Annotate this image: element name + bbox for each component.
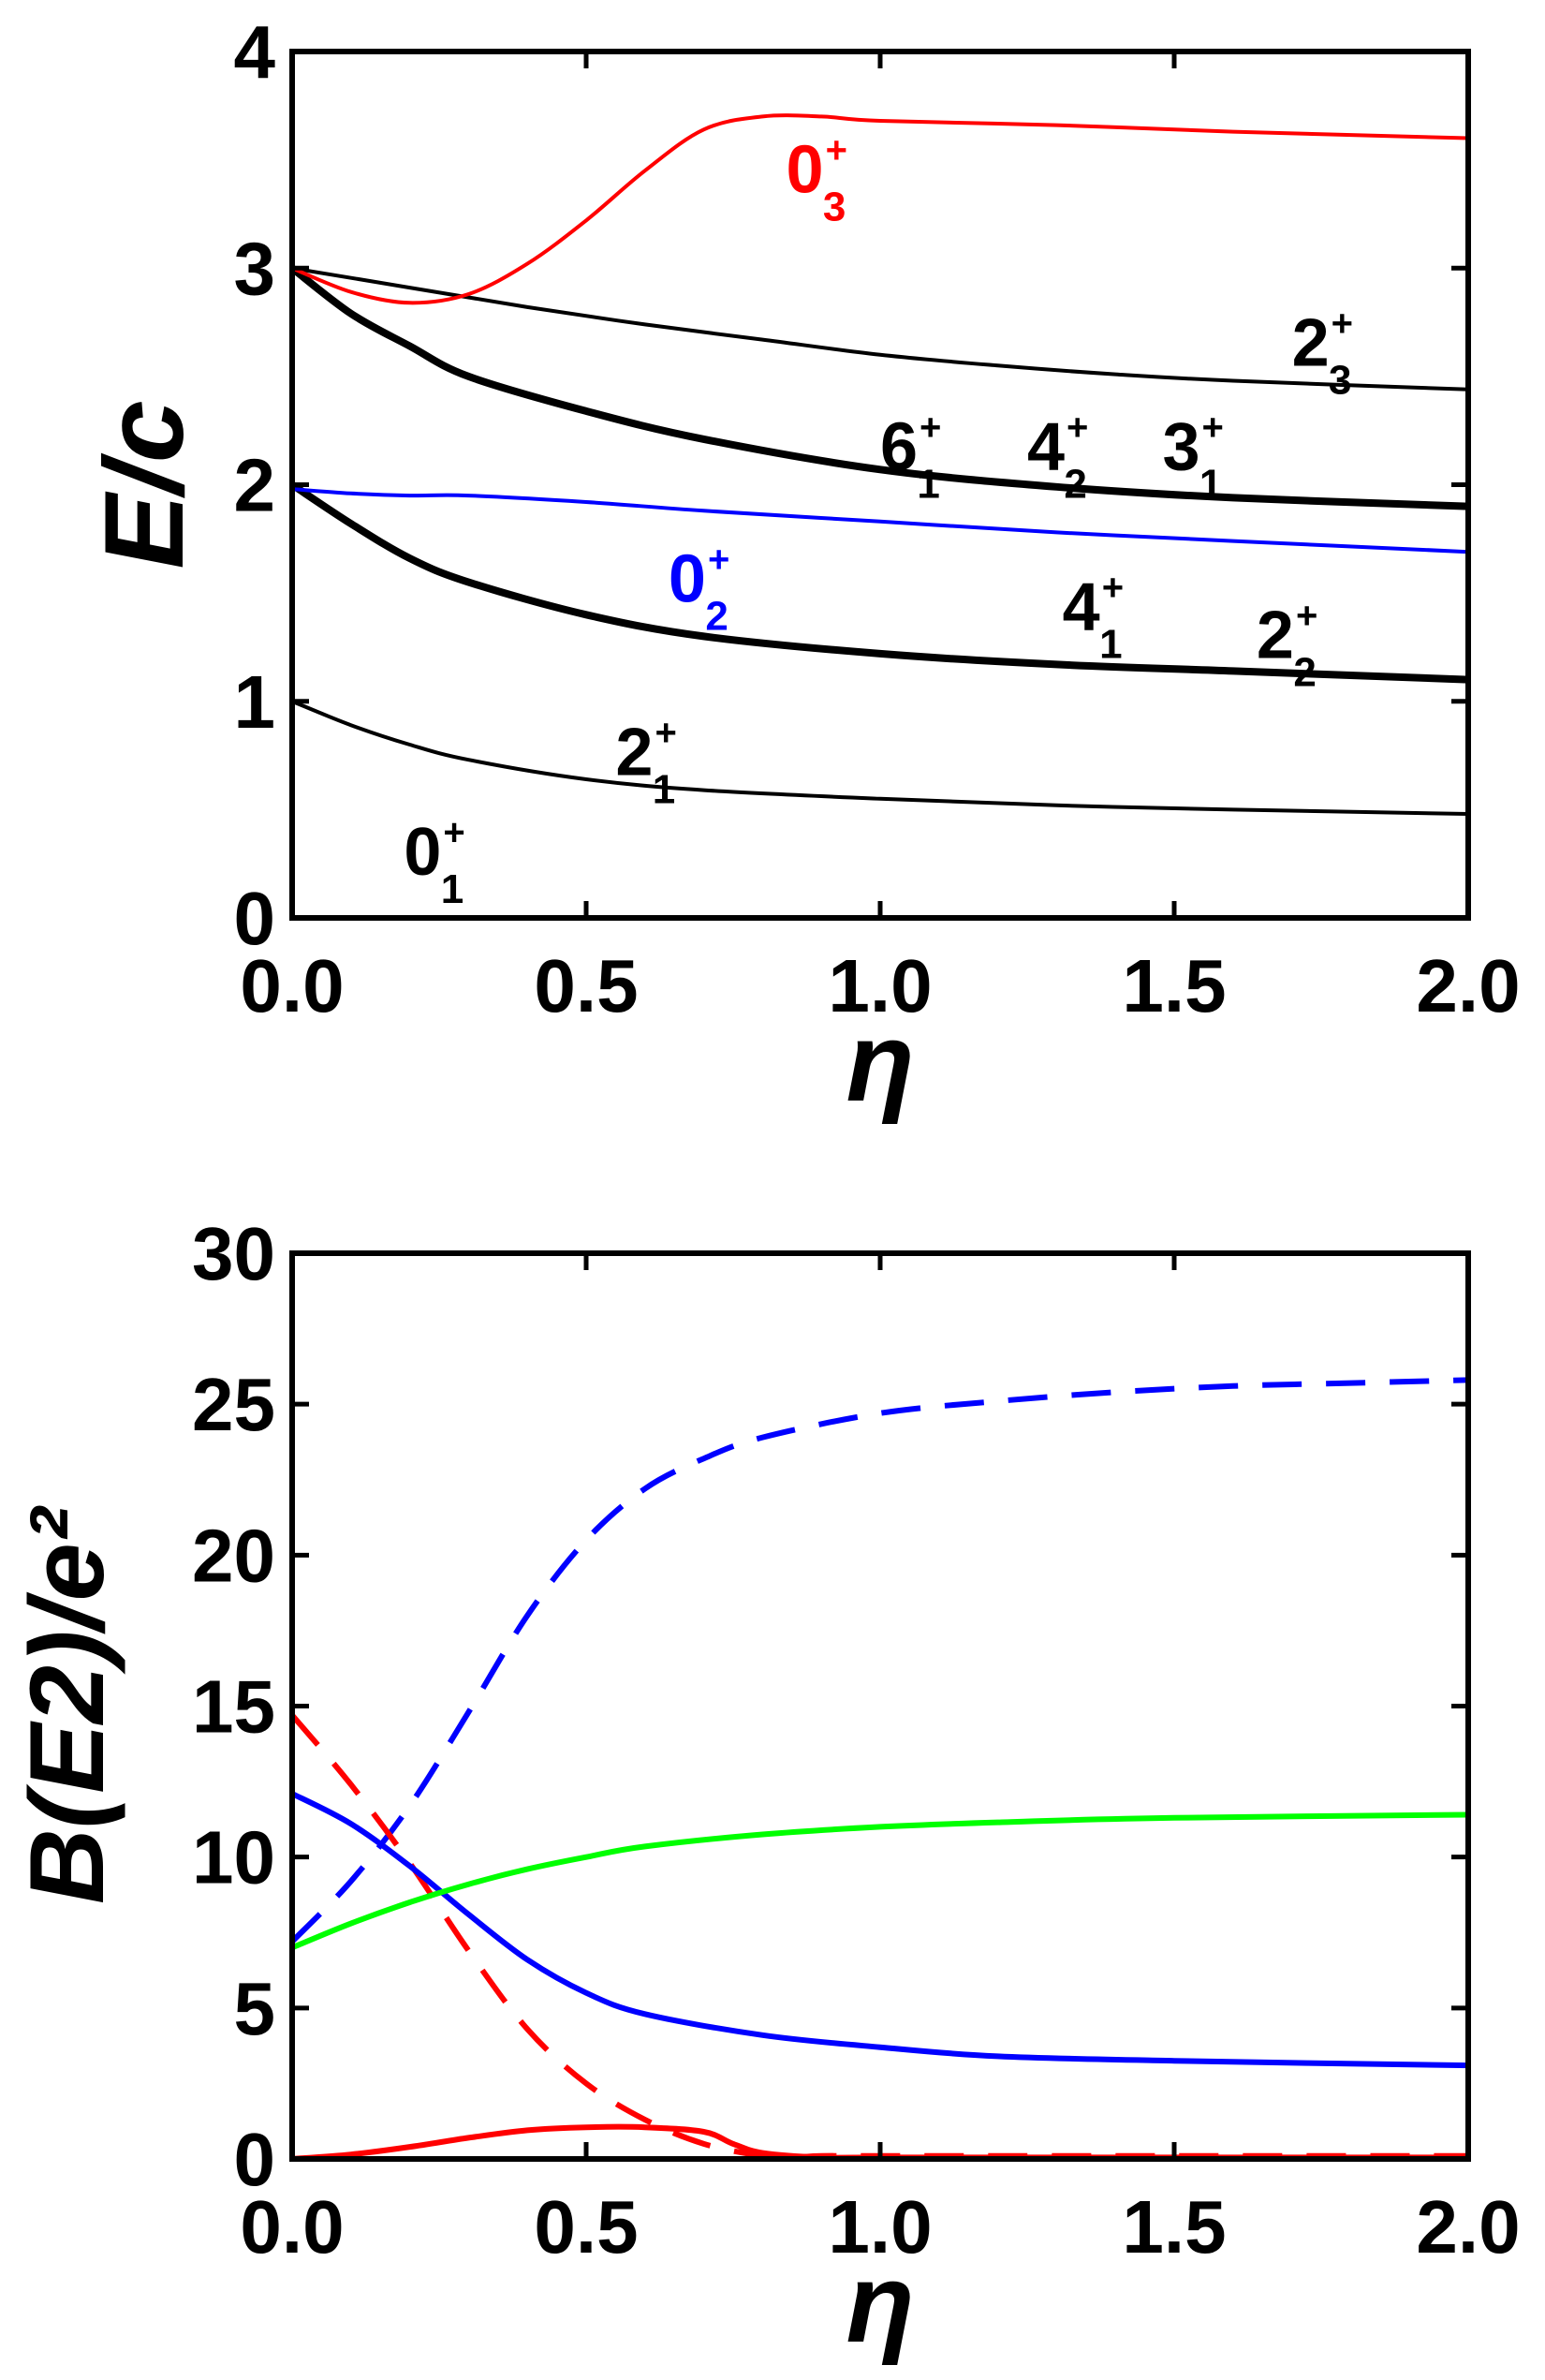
- series-line-1-1: [292, 1713, 1468, 2159]
- y-tick-label: 30: [192, 1212, 275, 1295]
- level-label: 2+ 3: [1292, 303, 1353, 403]
- y-tick-label: 1: [234, 660, 276, 744]
- y-tick-label: 5: [234, 1967, 276, 2050]
- energy-plot-frame: [289, 49, 1471, 921]
- y-tick-label: 10: [192, 1816, 275, 1900]
- x-tick-label: 2.0: [1416, 944, 1520, 1027]
- series-line-1-2: [292, 1791, 1468, 2069]
- level-labels-layer: 0+ 1 2+ 1 0+ 2 4+ 1 2+ 2 6+ 1 4+ 2 3+ 1 2+ 3 0+ 3: [404, 129, 1353, 911]
- energy-series-layer: [292, 113, 1468, 918]
- series-line-0-3: [292, 487, 1468, 554]
- level-label: 2+ 2: [1257, 596, 1317, 696]
- series-line-1-0: [292, 1377, 1468, 1944]
- y-tick-label: 0: [234, 877, 276, 960]
- be2-plot-frame: [289, 1250, 1471, 2162]
- series-line-0-1: [292, 699, 1468, 816]
- x-tick-label: 0.5: [534, 2185, 638, 2269]
- level-label: 2+ 1: [615, 712, 676, 812]
- be2-ticks-layer: 0.0 0.5 1.0 1.5 2.0 0 5 10 15 20 25 30: [192, 1212, 1521, 2269]
- energy-x-axis-label: η: [846, 999, 914, 1125]
- level-label: 4+ 1: [1063, 567, 1124, 667]
- y-tick-label: 25: [192, 1363, 275, 1446]
- series-line-0-5: [292, 266, 1468, 392]
- energy-ticks-layer: 0.0 0.5 1.0 1.5 2.0 0 1 2 3 4: [234, 10, 1521, 1027]
- energy-spectrum-chart: 0+ 1 2+ 1 0+ 2 4+ 1 2+ 2 6+ 1 4+ 2 3+ 1 2+ 3 0+ 3 0.0 0.5 1.0…: [81, 10, 1521, 1125]
- level-label: 0+ 1: [404, 812, 464, 912]
- series-line-0-6: [292, 113, 1468, 305]
- y-tick-label: 2: [234, 444, 276, 527]
- level-label: 4+ 2: [1027, 407, 1088, 507]
- y-tick-label: 15: [192, 1665, 275, 1749]
- x-tick-label: 1.0: [828, 2185, 932, 2269]
- level-label: 3+ 1: [1162, 407, 1223, 507]
- x-tick-label: 0.5: [534, 944, 638, 1027]
- x-tick-label: 0.0: [240, 2185, 344, 2269]
- level-label: 6+ 1: [880, 407, 941, 507]
- y-tick-label: 4: [234, 10, 276, 94]
- series-line-0-2: [292, 481, 1468, 684]
- energy-y-axis-label: E/c: [81, 400, 207, 569]
- level-label: 0+ 2: [669, 539, 729, 639]
- be2-series-layer: [292, 1377, 1468, 2159]
- x-tick-label: 1.0: [828, 944, 932, 1027]
- x-tick-label: 2.0: [1416, 2185, 1520, 2269]
- be2-chart: 0.0 0.5 1.0 1.5 2.0 0 5 10 15 20 25 30 η B(E2)/e²: [8, 1212, 1521, 2366]
- be2-y-axis-label: B(E2)/e²: [8, 1505, 125, 1904]
- be2-x-axis-label: η: [846, 2240, 914, 2366]
- series-line-1-3: [292, 1811, 1468, 1951]
- x-tick-label: 1.5: [1122, 2185, 1226, 2269]
- series-line-0-4: [292, 265, 1468, 510]
- y-tick-label: 0: [234, 2118, 276, 2201]
- y-tick-label: 20: [192, 1514, 275, 1597]
- x-tick-label: 0.0: [240, 944, 344, 1027]
- x-tick-label: 1.5: [1122, 944, 1226, 1027]
- level-label: 0+ 3: [787, 129, 847, 229]
- y-tick-label: 3: [234, 227, 276, 310]
